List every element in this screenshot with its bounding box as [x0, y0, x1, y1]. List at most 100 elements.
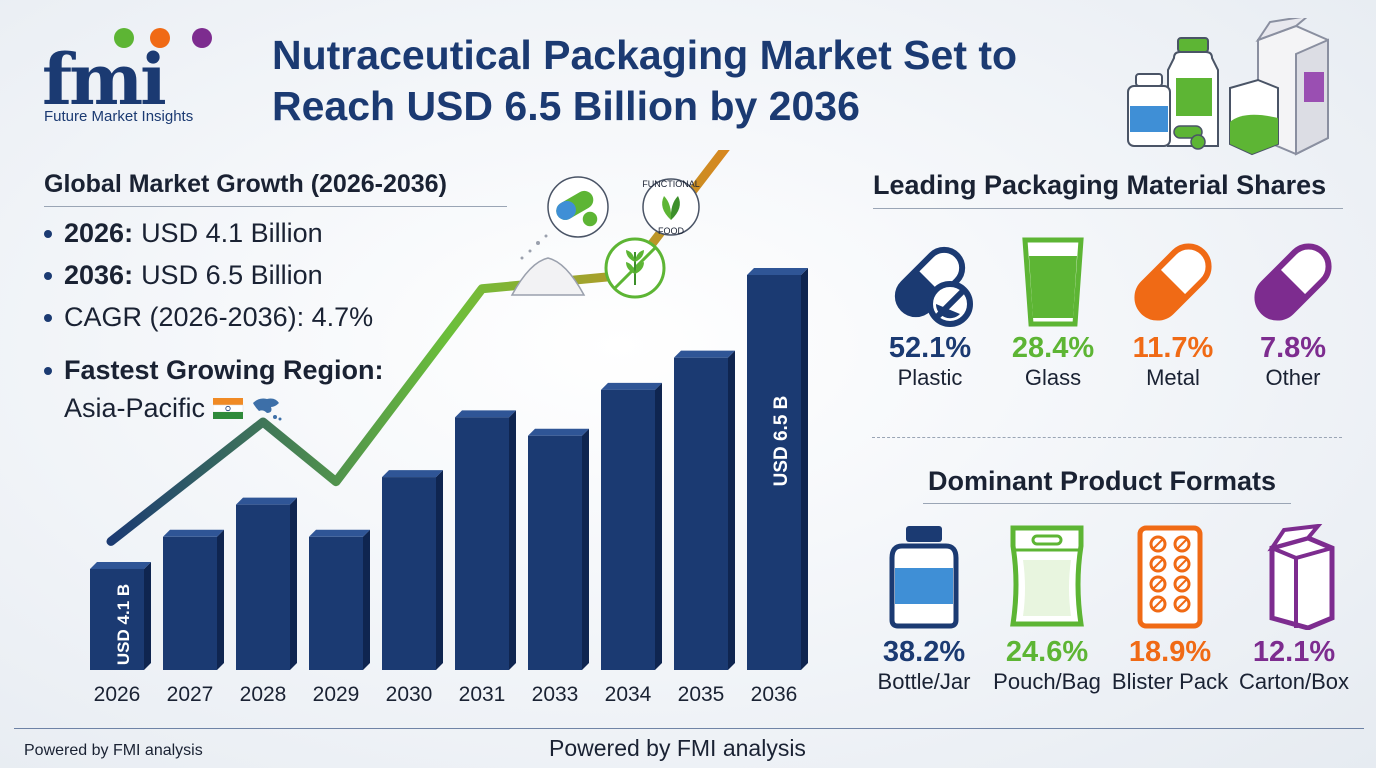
- asia-map-icon: [253, 398, 282, 420]
- material-label-other: Other: [1265, 365, 1321, 390]
- bar-2028: [236, 497, 297, 670]
- format-label-bottle: Bottle/Jar: [877, 669, 971, 694]
- carton-icon: [1255, 18, 1329, 156]
- food-label: FOOD: [658, 226, 684, 236]
- format-label-carton: Carton/Box: [1238, 669, 1350, 694]
- bar-2031: [455, 410, 516, 670]
- material-label-glass: Glass: [1024, 365, 1082, 390]
- format-pct-pouch: 24.6%: [1005, 636, 1089, 668]
- x-tick-2034: 2034: [605, 683, 652, 706]
- capsule-badge-icon: [547, 176, 609, 238]
- bar-2030: [382, 470, 443, 670]
- bottle-icon: [889, 526, 959, 629]
- logo-dot-green: [114, 28, 134, 48]
- stat-2026-value: USD 4.1 Billion: [141, 218, 323, 248]
- bar-2035: [674, 350, 735, 670]
- growth-heading: Global Market Growth (2026-2036): [44, 170, 447, 198]
- stat-2036-value: USD 6.5 Billion: [141, 260, 323, 290]
- materials-heading: Leading Packaging Material Shares: [873, 170, 1327, 200]
- footer-credit-left: Powered by FMI analysis: [24, 742, 203, 759]
- stat-2036: 2036: USD 6.5 Billion: [44, 260, 323, 291]
- stat-region: Fastest Growing Region:: [44, 355, 392, 386]
- x-tick-2035: 2035: [678, 683, 725, 706]
- fmi-logo: fmi Future Market Insights: [40, 22, 240, 132]
- footer-rule: [14, 728, 1364, 729]
- bottle-icon: [1167, 37, 1219, 147]
- stat-cagr: CAGR (2026-2036): 4.7%: [44, 302, 373, 333]
- logo-subtitle: Future Market Insights: [44, 108, 194, 125]
- page-title: Nutraceutical Packaging Market Set to Re…: [272, 30, 1122, 132]
- capsule-icon: [1254, 243, 1332, 321]
- jar-icon: [1127, 73, 1171, 147]
- x-axis-ticks: 2026 2027 2028 2029 2030 2031 2033 2034 2035 2036: [94, 683, 798, 706]
- material-tile-glass: 28.4% Glass: [993, 232, 1113, 391]
- x-tick-2036: 2036: [751, 683, 798, 706]
- formats-heading: Dominant Product Formats: [928, 466, 1277, 496]
- small-carton-icon: [1229, 78, 1279, 156]
- format-pct-bottle: 38.2%: [882, 636, 966, 668]
- logo-dot-orange: [150, 28, 170, 48]
- format-label-blister: Blister Pack: [1111, 669, 1229, 694]
- format-pct-carton: 12.1%: [1252, 636, 1336, 668]
- x-tick-2026: 2026: [94, 683, 141, 706]
- functional-label: FUNCTIONAL: [642, 179, 700, 189]
- bullet-icon: [44, 229, 52, 238]
- glass-icon: [1022, 237, 1084, 327]
- format-tile-pouch: 24.6% Pouch/Bag: [987, 524, 1107, 695]
- bars-layer: [90, 268, 808, 670]
- materials-heading-rule: [873, 208, 1343, 209]
- stat-2026: 2026: USD 4.1 Billion: [44, 218, 323, 249]
- bar-2034: [601, 382, 662, 670]
- capsule-pill-icon: [894, 246, 973, 327]
- blister-pack-icon: [1137, 525, 1203, 629]
- material-label-metal: Metal: [1146, 365, 1200, 390]
- x-tick-2028: 2028: [240, 683, 287, 706]
- bar-2027: [163, 529, 224, 670]
- bullet-icon: [44, 366, 52, 375]
- capsule-icon: [1134, 243, 1212, 321]
- x-tick-2031: 2031: [459, 683, 506, 706]
- x-tick-2027: 2027: [167, 683, 214, 706]
- footer-credit-center: Powered by FMI analysis: [549, 735, 806, 761]
- format-label-pouch: Pouch/Bag: [993, 669, 1101, 694]
- first-bar-label: USD 4.1 B: [114, 584, 133, 665]
- material-pct-metal: 11.7%: [1132, 332, 1214, 364]
- market-growth-chart: 2026 2027 2028 2029 2030 2031 2033 2034 2035 2036…: [90, 150, 808, 706]
- material-pct-glass: 28.4%: [1011, 332, 1095, 364]
- carton-icon: [1267, 524, 1335, 630]
- bullet-icon: [44, 271, 52, 280]
- material-pct-other: 7.8%: [1259, 332, 1327, 364]
- region-value: Asia-Pacific: [64, 393, 206, 423]
- functional-food-icon: FUNCTIONAL FOOD: [642, 178, 700, 236]
- bullet-icon: [44, 313, 52, 322]
- material-tile-other: 7.8% Other: [1233, 232, 1353, 391]
- page-title-line-2: Reach USD 6.5 Billion by 2036: [272, 83, 860, 129]
- pouch-icon: [1010, 525, 1084, 627]
- growth-heading-rule: [44, 206, 507, 207]
- format-tile-bottle: 38.2% Bottle/Jar: [864, 524, 984, 695]
- x-tick-2033: 2033: [532, 683, 579, 706]
- region-label: Fastest Growing Region:: [64, 355, 384, 385]
- bar-2036: [747, 268, 808, 670]
- material-pct-plastic: 52.1%: [888, 332, 972, 364]
- format-tile-carton: 12.1% Carton/Box: [1234, 524, 1354, 695]
- logo-letters: fmi: [42, 38, 167, 121]
- format-tile-blister: 18.9% Blister Pack: [1110, 524, 1230, 695]
- bar-2026: [90, 561, 151, 670]
- wheat-badge-icon: [604, 237, 666, 299]
- logo-dot-purple: [192, 28, 212, 48]
- material-tile-plastic: 52.1% Plastic: [870, 232, 990, 391]
- stat-cagr-value: CAGR (2026-2036): 4.7%: [64, 302, 374, 332]
- last-bar-label: USD 6.5 B: [771, 396, 792, 487]
- pill-icon: [1173, 125, 1206, 150]
- bar-2029: [309, 529, 370, 670]
- stat-2036-key: 2036:: [64, 260, 134, 290]
- material-label-plastic: Plastic: [897, 365, 963, 390]
- formats-heading-rule: [923, 503, 1291, 504]
- india-flag-icon: [213, 397, 244, 419]
- x-tick-2030: 2030: [386, 683, 433, 706]
- packaging-illustration: [1127, 18, 1329, 156]
- region-value-row: Asia-Pacific: [64, 393, 285, 424]
- x-tick-2029: 2029: [313, 683, 360, 706]
- stat-2026-key: 2026:: [64, 218, 134, 248]
